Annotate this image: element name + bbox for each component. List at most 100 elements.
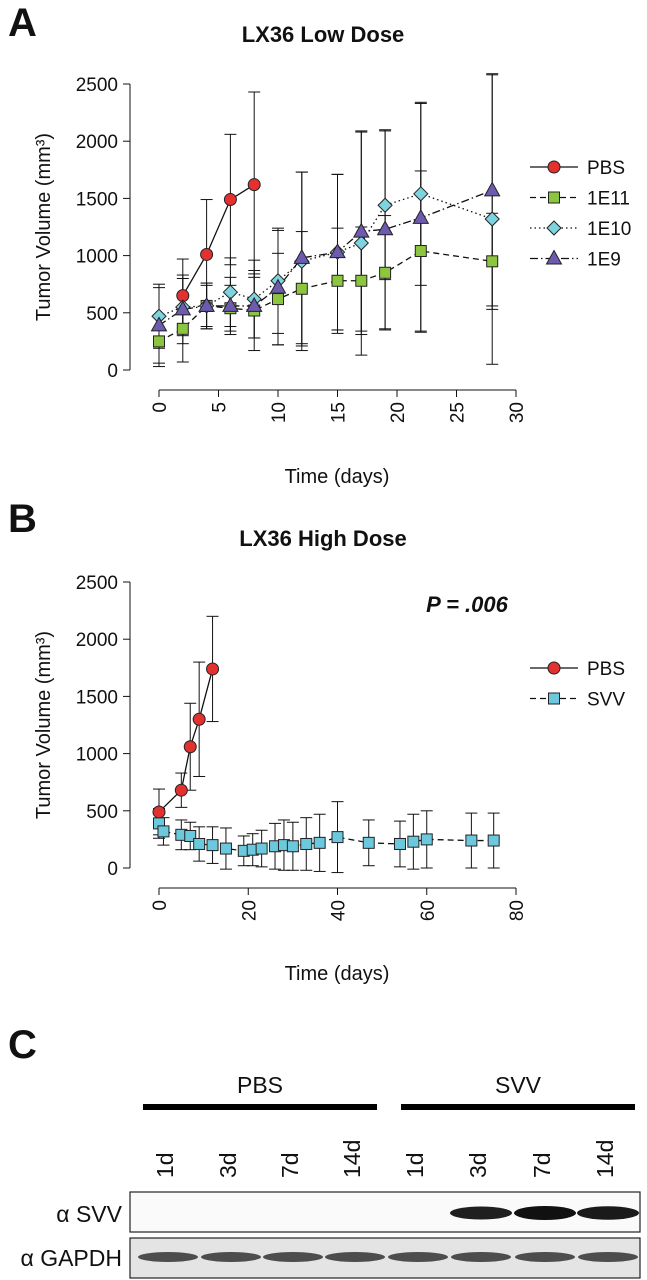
legend-marker bbox=[548, 692, 560, 705]
chart-title: LX36 Low Dose bbox=[242, 22, 405, 47]
marker bbox=[329, 243, 346, 259]
marker bbox=[352, 222, 370, 238]
marker bbox=[331, 831, 344, 844]
marker bbox=[150, 316, 168, 332]
group-label: SVV bbox=[495, 1072, 542, 1098]
row-label: α GAPDH bbox=[21, 1245, 122, 1271]
marker bbox=[184, 829, 197, 842]
blot-band bbox=[201, 1252, 261, 1262]
x-tick-label: 25 bbox=[448, 402, 469, 423]
marker bbox=[413, 186, 429, 202]
x-tick-label: 5 bbox=[210, 402, 231, 413]
marker bbox=[153, 335, 165, 348]
marker bbox=[331, 274, 344, 287]
x-tick-label: 60 bbox=[418, 900, 439, 921]
legend-label: PBS bbox=[587, 659, 625, 680]
marker bbox=[206, 662, 220, 676]
marker bbox=[420, 833, 433, 846]
legend-label: 1E9 bbox=[587, 250, 621, 271]
lane-label: 7d bbox=[277, 1152, 303, 1178]
marker bbox=[269, 278, 287, 294]
marker bbox=[295, 282, 308, 295]
marker bbox=[152, 805, 166, 819]
group-bar bbox=[401, 1104, 635, 1110]
x-tick-label: 30 bbox=[507, 402, 528, 423]
marker bbox=[247, 178, 261, 192]
legend-label: SVV bbox=[587, 690, 625, 711]
y-tick-label: 1500 bbox=[76, 189, 118, 210]
blot-band bbox=[263, 1252, 323, 1262]
y-tick-label: 2500 bbox=[76, 573, 118, 594]
lane-label: 1d bbox=[152, 1152, 178, 1178]
y-tick-label: 500 bbox=[86, 802, 118, 823]
lane-label: 14d bbox=[592, 1140, 618, 1178]
lane-label: 1d bbox=[402, 1152, 428, 1178]
x-axis-label: Time (days) bbox=[285, 466, 390, 488]
marker bbox=[183, 740, 197, 754]
marker bbox=[377, 197, 393, 213]
marker bbox=[376, 220, 394, 236]
series-line bbox=[182, 184, 255, 296]
blot-band bbox=[450, 1206, 512, 1220]
y-axis-label: Tumor Volume (mm³) bbox=[33, 133, 55, 321]
x-tick-label: 0 bbox=[150, 402, 171, 413]
marker bbox=[313, 836, 326, 849]
marker bbox=[219, 842, 232, 855]
legend-label: 1E11 bbox=[587, 189, 630, 210]
x-tick-label: 15 bbox=[329, 402, 350, 423]
row-label: α SVV bbox=[56, 1201, 122, 1227]
marker bbox=[483, 181, 501, 197]
marker bbox=[414, 245, 427, 258]
y-axis-label: Tumor Volume (mm³) bbox=[33, 631, 55, 819]
y-tick-label: 2000 bbox=[76, 132, 118, 153]
marker bbox=[206, 839, 219, 852]
marker bbox=[192, 712, 206, 726]
legend-label: PBS bbox=[587, 158, 625, 179]
legend-marker bbox=[548, 191, 560, 204]
blot-band bbox=[325, 1252, 385, 1262]
marker bbox=[157, 825, 170, 838]
chart-title: LX36 High Dose bbox=[239, 526, 406, 551]
legend-marker bbox=[546, 220, 562, 236]
marker bbox=[174, 783, 188, 797]
marker bbox=[193, 837, 206, 850]
legend-marker bbox=[547, 160, 561, 174]
panel-label: B bbox=[8, 497, 37, 541]
y-tick-label: 2500 bbox=[76, 75, 118, 96]
marker bbox=[300, 837, 313, 850]
group-bar bbox=[143, 1104, 377, 1110]
blot-band bbox=[578, 1252, 638, 1262]
marker bbox=[362, 836, 375, 849]
blot-band bbox=[515, 1252, 575, 1262]
marker bbox=[393, 837, 406, 850]
x-tick-label: 0 bbox=[150, 900, 171, 911]
x-tick-label: 20 bbox=[239, 900, 260, 921]
x-tick-label: 10 bbox=[269, 402, 290, 423]
y-tick-label: 0 bbox=[107, 859, 118, 880]
marker bbox=[176, 322, 189, 335]
marker bbox=[355, 274, 368, 287]
y-tick-label: 500 bbox=[86, 304, 118, 325]
x-tick-label: 40 bbox=[329, 900, 350, 921]
x-tick-label: 20 bbox=[388, 402, 409, 423]
lane-label: 7d bbox=[529, 1152, 555, 1178]
y-tick-label: 0 bbox=[107, 361, 118, 382]
lane-label: 3d bbox=[465, 1152, 491, 1178]
marker bbox=[353, 235, 370, 251]
marker bbox=[465, 834, 478, 847]
y-tick-label: 1000 bbox=[76, 247, 118, 268]
legend-label: 1E10 bbox=[587, 219, 631, 240]
y-tick-label: 1000 bbox=[76, 745, 118, 766]
marker bbox=[487, 834, 500, 847]
blot-band bbox=[577, 1206, 639, 1220]
marker bbox=[200, 247, 214, 261]
marker bbox=[198, 296, 215, 312]
marker bbox=[407, 835, 420, 848]
marker bbox=[245, 296, 263, 312]
marker bbox=[174, 300, 192, 316]
x-axis-label: Time (days) bbox=[285, 963, 390, 985]
y-tick-label: 1500 bbox=[76, 687, 118, 708]
blot-band bbox=[388, 1252, 448, 1262]
blot-band bbox=[514, 1206, 576, 1220]
